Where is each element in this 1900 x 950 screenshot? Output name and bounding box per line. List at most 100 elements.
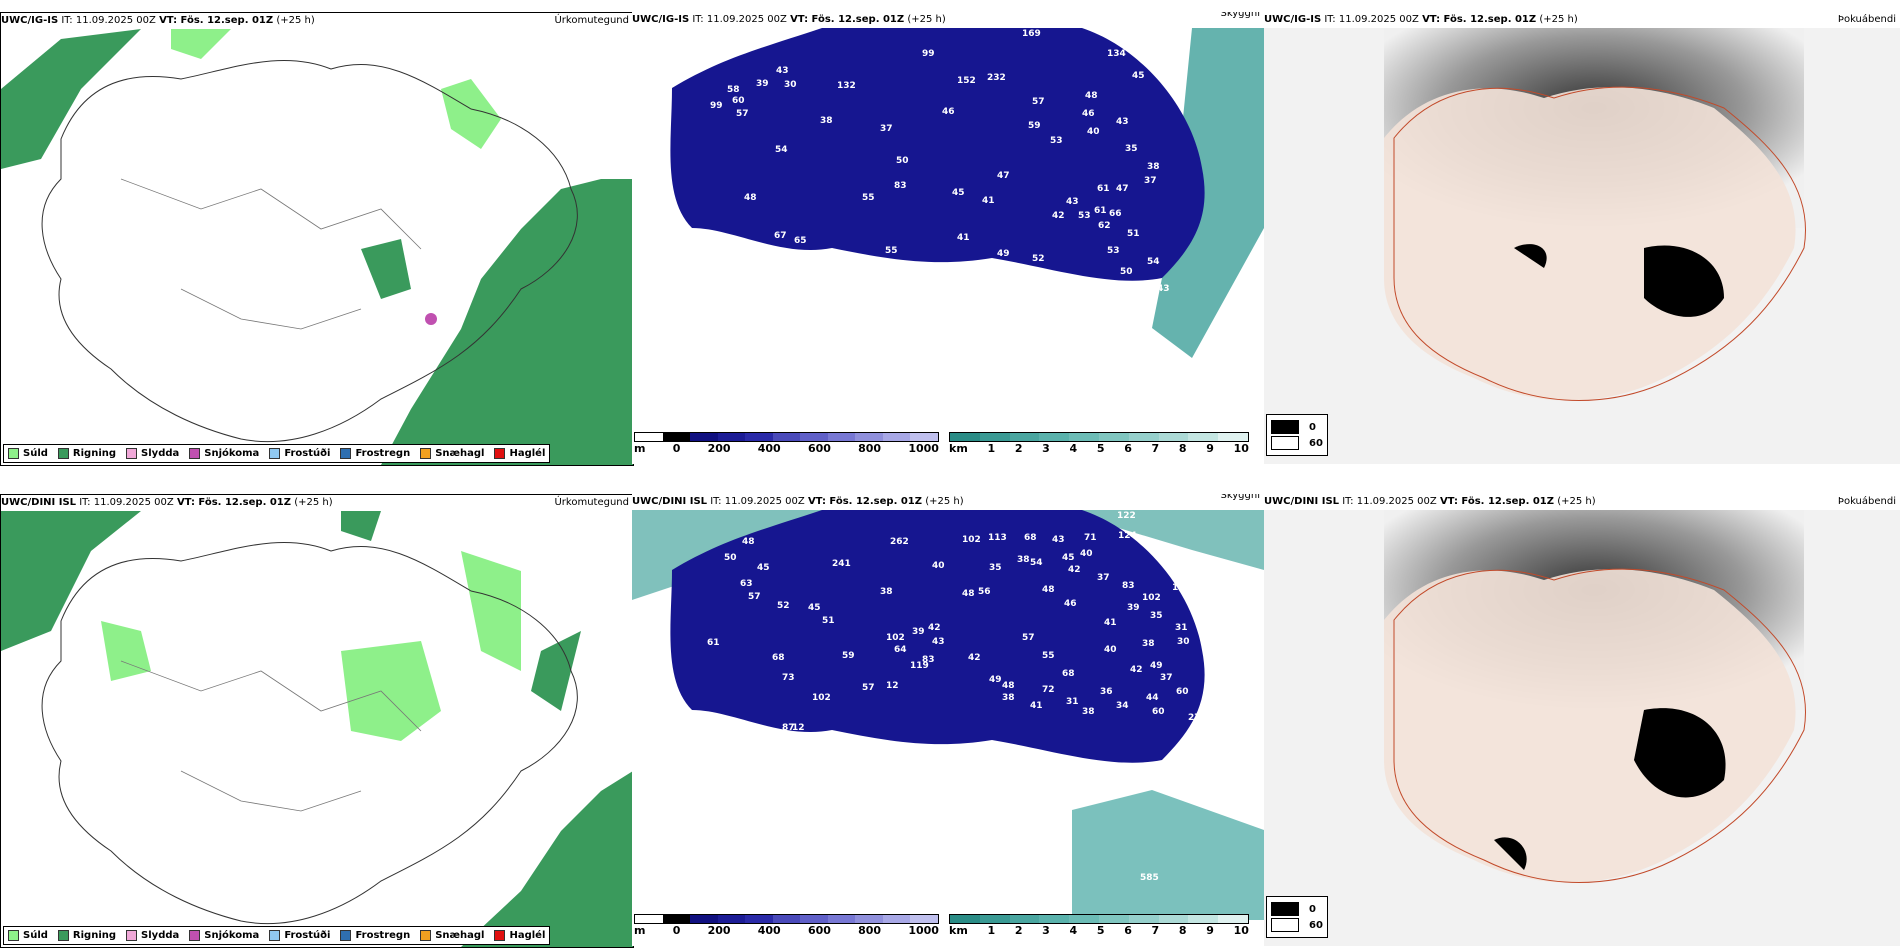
visibility-color-step xyxy=(1188,433,1219,441)
precip-legend: Súld Rigning Slydda Snjókoma Frostúði Fr… xyxy=(3,444,551,463)
svg-text:92: 92 xyxy=(1182,561,1195,571)
legend-item: Slydda xyxy=(126,448,179,459)
svg-text:39: 39 xyxy=(1127,603,1140,613)
svg-text:61: 61 xyxy=(1094,206,1107,216)
cloud-base-color-step xyxy=(690,433,718,441)
svg-text:73: 73 xyxy=(782,673,795,683)
svg-text:102: 102 xyxy=(1142,593,1161,603)
svg-text:30: 30 xyxy=(1177,637,1190,647)
svg-text:40: 40 xyxy=(1080,549,1093,559)
svg-text:57: 57 xyxy=(862,683,875,693)
cloud-base-color-step xyxy=(745,915,773,923)
svg-text:36: 36 xyxy=(1100,687,1113,697)
init-time: IT: 11.09.2025 00Z xyxy=(710,496,805,507)
svg-text:55: 55 xyxy=(862,193,875,203)
svg-text:34: 34 xyxy=(1137,283,1150,293)
svg-text:30: 30 xyxy=(784,80,797,90)
svg-text:46: 46 xyxy=(1064,599,1077,609)
svg-text:54: 54 xyxy=(775,145,788,155)
svg-text:88: 88 xyxy=(1199,616,1212,626)
svg-text:31: 31 xyxy=(1175,623,1188,633)
init-time: IT: 11.09.2025 00Z xyxy=(692,14,787,25)
svg-text:43: 43 xyxy=(932,637,945,647)
panel-header: UWC/DINI ISL IT: 11.09.2025 00Z VT: Fös.… xyxy=(1264,494,1900,510)
svg-text:55: 55 xyxy=(885,246,898,256)
model-name: UWC/IG-IS xyxy=(1264,14,1322,25)
svg-text:35: 35 xyxy=(1125,144,1138,154)
visibility-color-step xyxy=(1009,433,1040,441)
fog-map xyxy=(1264,510,1900,946)
legend-item: Rigning xyxy=(57,930,116,941)
svg-text:99: 99 xyxy=(922,49,935,59)
svg-text:45: 45 xyxy=(808,603,821,613)
svg-text:60: 60 xyxy=(732,96,745,106)
svg-text:41: 41 xyxy=(957,233,970,243)
visibility-color-step xyxy=(1128,433,1159,441)
svg-text:102: 102 xyxy=(812,693,831,703)
svg-text:57: 57 xyxy=(1022,633,1035,643)
svg-text:585: 585 xyxy=(1140,873,1159,883)
panel-header: UWC/IG-IS IT: 11.09.2025 00Z VT: Fös. 12… xyxy=(1,13,633,29)
cloud-base-color-step xyxy=(635,915,663,923)
svg-text:12: 12 xyxy=(792,723,805,733)
visibility-scale: km 1 2 3 4 5 6 7 8 9 10 xyxy=(949,432,1249,458)
svg-text:53: 53 xyxy=(1050,136,1063,146)
svg-text:46: 46 xyxy=(1032,279,1045,289)
svg-text:262: 262 xyxy=(890,537,909,547)
cloud-base-labels: 122 262 241 102 113 68 43 71 124 48 50 4… xyxy=(707,511,1212,883)
legend-item: 60 xyxy=(1271,436,1323,450)
legend-item: Frostúði xyxy=(269,448,330,459)
svg-text:38: 38 xyxy=(1017,555,1030,565)
cloud-base-color-step xyxy=(855,915,883,923)
fog-map xyxy=(1264,28,1900,464)
visibility-color-step xyxy=(1009,915,1040,923)
svg-text:169: 169 xyxy=(1022,29,1041,39)
svg-text:12: 12 xyxy=(886,681,899,691)
svg-text:31: 31 xyxy=(1066,697,1079,707)
svg-text:55: 55 xyxy=(1042,651,1055,661)
visibility-scale: km 1 2 3 4 5 6 7 8 9 10 xyxy=(949,914,1249,940)
legend-item: Súld xyxy=(8,930,48,941)
svg-text:132: 132 xyxy=(837,81,856,91)
svg-text:48: 48 xyxy=(962,589,975,599)
svg-text:38: 38 xyxy=(880,587,893,597)
svg-text:57: 57 xyxy=(1032,97,1045,107)
visibility-color-step xyxy=(1188,915,1219,923)
cloud-base-color-step xyxy=(772,433,801,441)
svg-text:61: 61 xyxy=(707,638,720,648)
valid-time: VT: Fös. 12.sep. 01Z xyxy=(790,14,905,25)
cloud-base-color-step xyxy=(635,433,663,441)
legend-item: Snæhagl xyxy=(420,448,484,459)
svg-text:43: 43 xyxy=(1157,284,1170,294)
model-name: UWC/IG-IS xyxy=(1,15,59,26)
svg-text:152: 152 xyxy=(957,76,976,86)
svg-text:48: 48 xyxy=(1002,681,1015,691)
precip-map xyxy=(1,511,633,947)
lead-time: (+25 h) xyxy=(1539,14,1578,25)
svg-text:15: 15 xyxy=(870,859,883,869)
svg-text:37: 37 xyxy=(1097,573,1110,583)
svg-text:60: 60 xyxy=(1176,687,1189,697)
cloud-base-scale: m 0 200 400 600 800 1000 xyxy=(634,914,939,940)
svg-text:45: 45 xyxy=(757,563,770,573)
cloud-base-color-step xyxy=(855,433,883,441)
svg-text:40: 40 xyxy=(932,561,945,571)
cloud-base-color-step xyxy=(662,915,691,923)
panel-header: UWC/DINI ISL IT: 11.09.2025 00Z VT: Fös.… xyxy=(632,494,1264,510)
visibility-color-step xyxy=(1069,433,1099,441)
legend-item: Slydda xyxy=(126,930,179,941)
panel-title: Úrkomutegund xyxy=(554,497,629,508)
visibility-color-step xyxy=(1039,915,1070,923)
svg-text:37: 37 xyxy=(880,124,893,134)
svg-text:44: 44 xyxy=(1146,693,1159,703)
svg-text:45: 45 xyxy=(1062,553,1075,563)
svg-text:38: 38 xyxy=(1142,639,1155,649)
fog-legend: 0 60 xyxy=(1266,414,1328,456)
svg-text:48: 48 xyxy=(1085,91,1098,101)
svg-text:132: 132 xyxy=(1172,583,1191,593)
panel-title: Þokuábendi xyxy=(1837,496,1896,507)
svg-text:113: 113 xyxy=(988,533,1007,543)
panel-title: Skyggni xyxy=(1220,494,1260,501)
svg-text:63: 63 xyxy=(740,579,753,589)
svg-text:42: 42 xyxy=(928,623,941,633)
